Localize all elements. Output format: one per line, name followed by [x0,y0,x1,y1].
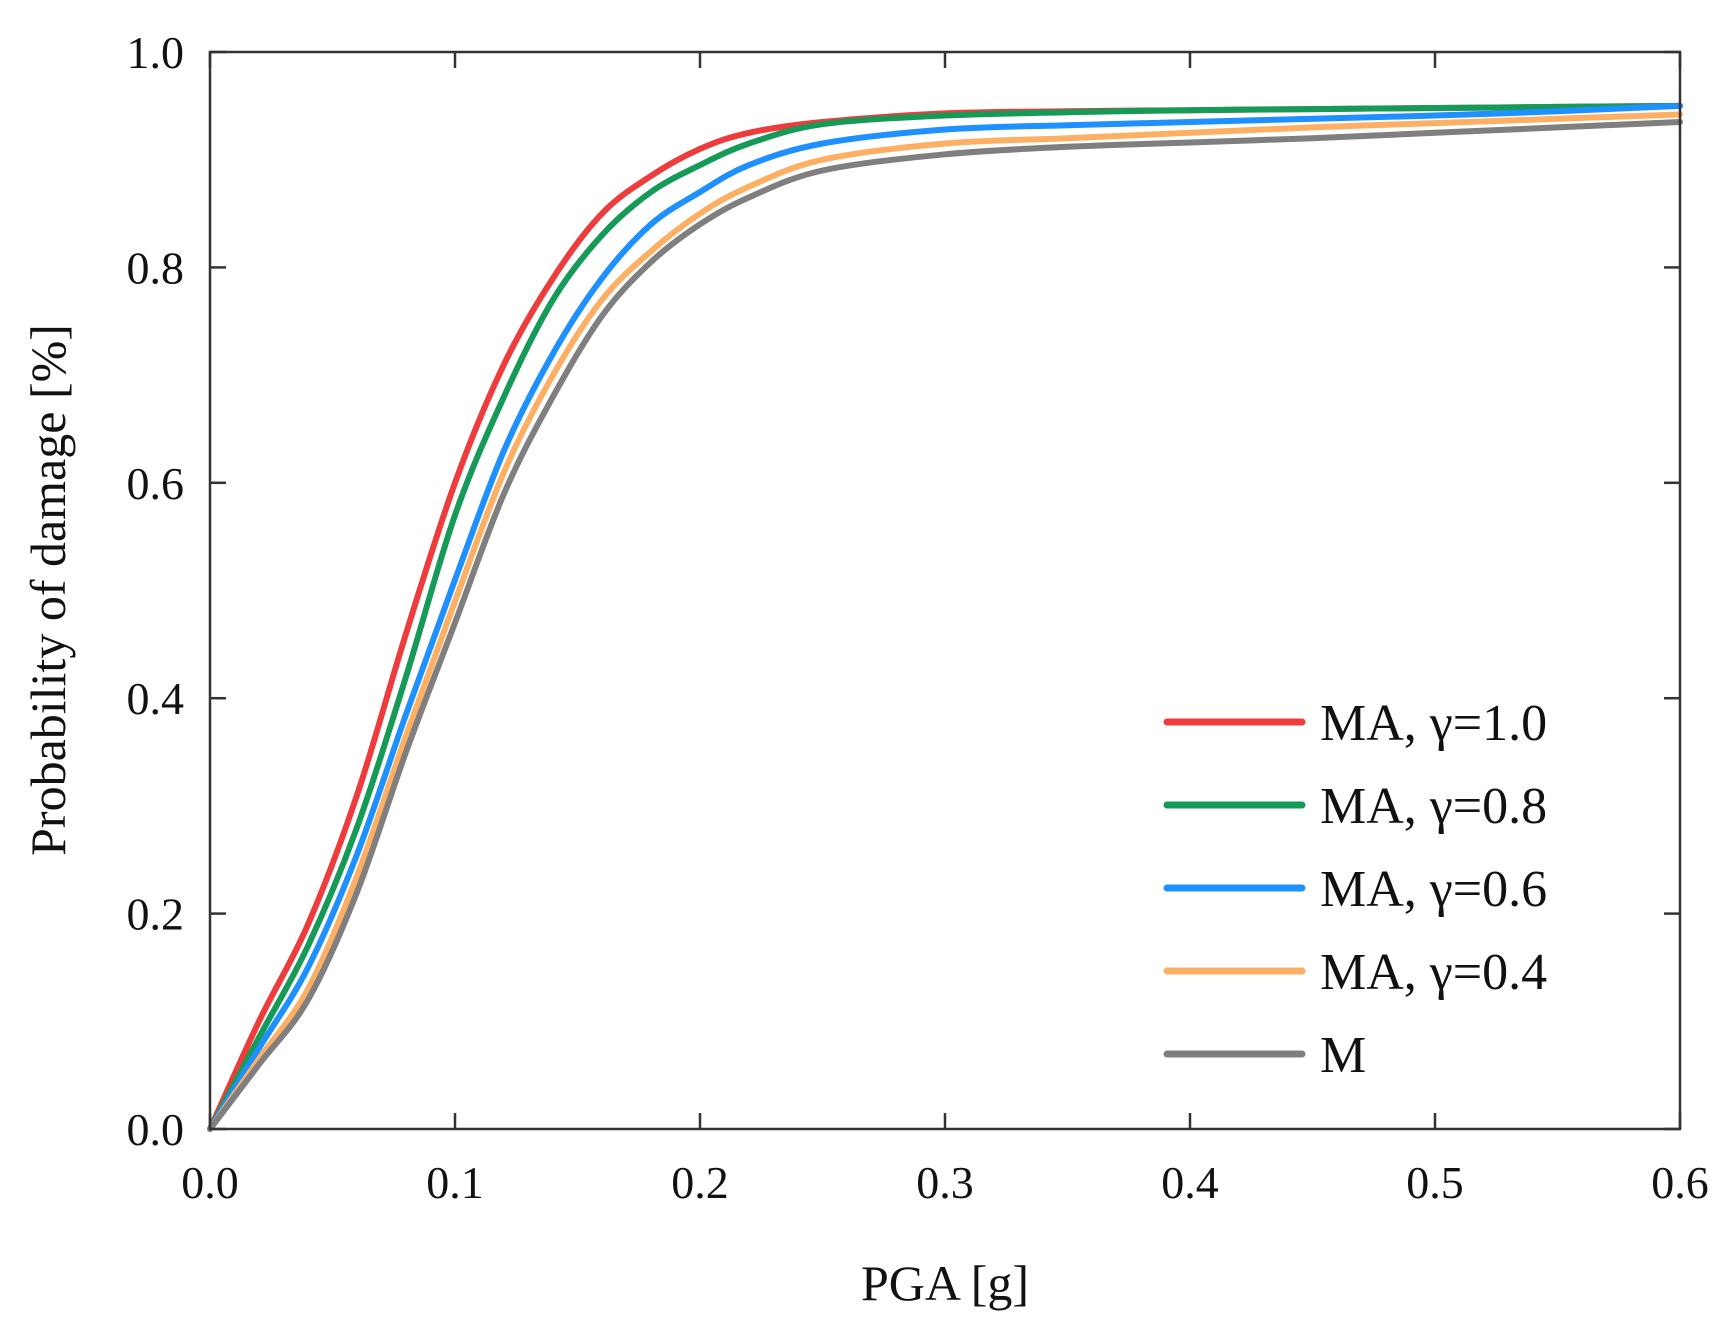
legend-label-1: MA, γ=0.8 [1320,778,1547,835]
x-tick-label: 0.2 [671,1157,729,1208]
series-line-3 [207,111,1683,1132]
x-axis-title: PGA [g] [861,1255,1029,1311]
x-tick-label: 0.0 [181,1157,239,1208]
y-tick-label: 0.6 [127,458,185,509]
ticks-layer [208,50,1682,1131]
y-tick-label: 0.0 [127,1104,185,1155]
x-tick-labels: 0.0 0.1 0.2 0.3 0.4 0.5 0.6 [181,1157,1709,1208]
series-line-4 [207,119,1683,1132]
y-tick-label: 0.2 [127,889,185,940]
series-line-2 [207,102,1683,1132]
y-tick-label: 0.8 [127,242,185,293]
series-line-1 [207,102,1683,1132]
y-axis-title: Probability of damage [%] [20,324,76,856]
legend: MA, γ=1.0 MA, γ=0.8 MA, γ=0.6 MA, γ=0.4 M [1163,695,1547,1084]
legend-label-4: M [1320,1027,1366,1084]
x-tick-label: 0.5 [1406,1157,1464,1208]
x-tick-label: 0.1 [426,1157,484,1208]
x-tick-label: 0.6 [1651,1157,1709,1208]
series-layer [207,102,1683,1132]
y-tick-label: 1.0 [127,27,185,78]
x-tick-label: 0.3 [916,1157,974,1208]
y-tick-label: 0.4 [127,673,185,724]
legend-label-2: MA, γ=0.6 [1320,861,1547,918]
x-tick-label: 0.4 [1161,1157,1219,1208]
legend-label-0: MA, γ=1.0 [1320,695,1547,752]
y-tick-labels: 0.0 0.2 0.4 0.6 0.8 1.0 [127,27,185,1155]
legend-label-3: MA, γ=0.4 [1320,944,1547,1001]
